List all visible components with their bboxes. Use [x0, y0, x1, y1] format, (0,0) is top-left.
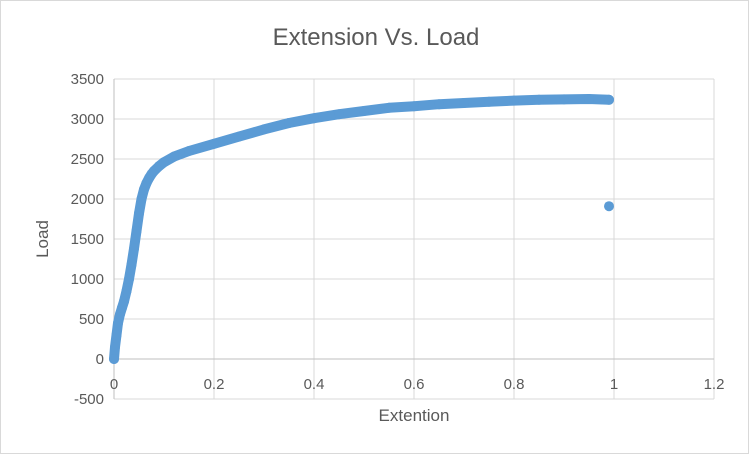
y-axis-label: Load — [33, 220, 52, 258]
y-tick-label: 3500 — [71, 71, 104, 88]
x-tick-label: 0 — [110, 376, 118, 393]
y-tick-label: 500 — [79, 311, 104, 328]
data-point — [259, 124, 269, 135]
y-tick-label: 2500 — [71, 151, 104, 168]
data-point — [113, 318, 123, 328]
data-point — [119, 296, 129, 307]
data-point — [604, 94, 614, 105]
data-point — [124, 274, 134, 284]
x-tick-label: 0.8 — [504, 376, 525, 393]
data-point — [584, 94, 594, 104]
chart-title: Extension Vs. Load — [273, 24, 480, 51]
data-point — [509, 95, 519, 106]
data-point — [434, 99, 444, 110]
data-point — [136, 194, 147, 204]
y-tick-label: 1500 — [71, 231, 104, 248]
data-point — [409, 101, 419, 112]
y-tick-label: 3000 — [71, 111, 104, 128]
grid — [113, 78, 715, 400]
data-point — [129, 243, 139, 254]
outlier-point — [604, 201, 614, 212]
y-tick-label: 0 — [96, 351, 104, 368]
data-point — [234, 131, 244, 142]
data-point — [209, 138, 219, 149]
data-point — [121, 286, 132, 296]
x-tick-label: 1.2 — [704, 376, 725, 393]
data-point — [169, 151, 179, 162]
data-point — [384, 102, 394, 113]
y-tick-label: -500 — [74, 391, 104, 408]
x-tick-label: 0.2 — [204, 376, 225, 393]
data-point — [159, 157, 169, 168]
plot-area — [109, 94, 614, 364]
series-curve — [109, 94, 614, 364]
data-point — [110, 342, 120, 352]
x-axis-ticks: 0 0.2 0.4 0.6 0.8 1 1.2 — [110, 376, 725, 393]
data-point — [131, 226, 142, 236]
data-point — [126, 259, 137, 270]
x-tick-label: 0.6 — [404, 376, 425, 393]
data-point — [534, 94, 544, 105]
x-axis-label: Extention — [379, 406, 450, 425]
y-tick-label: 2000 — [71, 191, 104, 208]
data-point — [559, 94, 569, 105]
data-point — [359, 106, 369, 116]
data-point — [459, 98, 469, 108]
data-point — [334, 109, 344, 120]
x-tick-label: 0.4 — [304, 376, 325, 393]
y-axis-ticks: -500 0 500 1000 1500 2000 2500 3000 3500 — [71, 71, 104, 408]
x-tick-label: 1 — [610, 376, 618, 393]
y-tick-label: 1000 — [71, 271, 104, 288]
data-point — [284, 118, 294, 128]
data-point — [309, 113, 319, 124]
data-point — [484, 96, 494, 107]
data-point — [109, 354, 119, 364]
data-point — [184, 146, 194, 156]
data-point — [111, 330, 122, 340]
data-point — [134, 208, 144, 219]
